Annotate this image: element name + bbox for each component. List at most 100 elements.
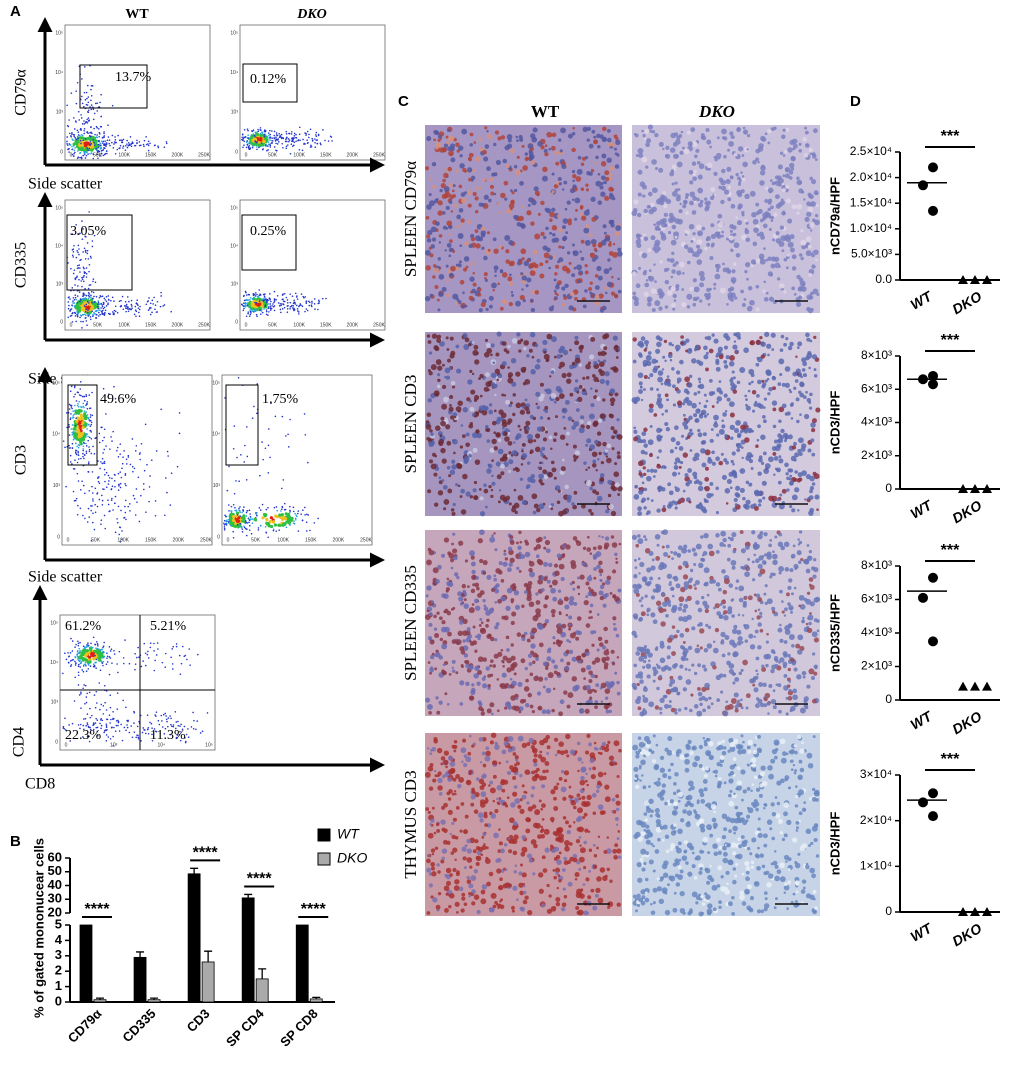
event-dot xyxy=(71,417,74,419)
event-dot xyxy=(267,472,270,474)
event-dot xyxy=(75,256,78,259)
cell-nucleus xyxy=(592,489,597,494)
event-dot xyxy=(98,682,101,684)
cell-nucleus xyxy=(429,253,434,258)
event-dot xyxy=(80,117,83,119)
cell-nucleus xyxy=(605,380,610,385)
cell-nucleus xyxy=(517,424,521,428)
cell-nucleus xyxy=(545,457,548,460)
event-dot xyxy=(76,404,79,407)
cell-nucleus xyxy=(490,488,494,492)
event-dot xyxy=(135,310,138,313)
event-dot xyxy=(88,740,91,743)
cell-nucleus xyxy=(511,199,515,204)
event-dot xyxy=(236,514,239,516)
event-dot xyxy=(240,516,245,520)
cell-nucleus xyxy=(744,227,748,231)
event-dot xyxy=(105,663,108,665)
event-dot xyxy=(83,412,87,416)
cell-nucleus xyxy=(715,268,720,273)
panel-label: C xyxy=(398,93,409,110)
event-dot xyxy=(89,716,92,719)
event-dot xyxy=(97,658,101,662)
cell-nucleus xyxy=(551,132,557,137)
cell-nucleus xyxy=(552,232,556,237)
event-dot xyxy=(77,131,80,134)
event-dot xyxy=(241,304,244,306)
event-dot xyxy=(264,526,267,528)
event-dot xyxy=(292,510,295,513)
cell-nucleus xyxy=(431,333,438,339)
cell-nucleus xyxy=(530,160,536,166)
event-dot xyxy=(84,137,87,140)
cell-nucleus xyxy=(451,511,456,516)
event-dot xyxy=(163,146,166,149)
cell-nucleus xyxy=(516,155,520,159)
event-dot xyxy=(295,514,297,516)
cell-nucleus xyxy=(593,360,598,366)
cell-nucleus xyxy=(463,256,470,262)
event-dot xyxy=(85,91,88,94)
event-dot xyxy=(93,142,95,144)
cell-nucleus xyxy=(571,169,576,174)
cell-nucleus xyxy=(591,451,598,458)
cell-nucleus xyxy=(486,231,490,235)
event-dot xyxy=(164,712,167,715)
event-dot xyxy=(147,726,150,729)
cell-nucleus xyxy=(585,480,592,486)
cell-nucleus xyxy=(566,372,572,378)
cell-nucleus xyxy=(430,432,434,437)
event-dot xyxy=(78,444,81,447)
event-dot xyxy=(259,293,261,295)
event-dot xyxy=(102,303,105,306)
cell-nucleus xyxy=(450,143,456,149)
event-dot xyxy=(245,534,248,537)
event-dot xyxy=(250,134,253,137)
cell-nucleus xyxy=(562,349,569,356)
cell-nucleus xyxy=(580,187,585,191)
event-dot xyxy=(102,651,104,654)
event-dot xyxy=(76,129,79,132)
cell-nucleus xyxy=(589,281,593,285)
event-dot xyxy=(138,308,141,311)
cell-nucleus xyxy=(802,137,808,142)
event-dot xyxy=(83,267,85,270)
event-dot xyxy=(249,136,254,140)
cell-nucleus xyxy=(654,239,661,246)
event-dot xyxy=(110,718,112,721)
cell-nucleus xyxy=(684,229,688,233)
cell-nucleus xyxy=(594,389,598,393)
event-dot xyxy=(92,157,95,160)
cell-nucleus xyxy=(588,354,595,360)
event-dot xyxy=(186,658,188,661)
event-dot xyxy=(97,309,99,312)
cell-nucleus xyxy=(657,246,661,251)
event-dot xyxy=(244,290,247,293)
histology-image xyxy=(632,125,820,313)
cell-nucleus xyxy=(446,269,451,274)
y-tick-label: 10⁴ xyxy=(230,243,238,249)
event-dot xyxy=(253,134,256,137)
event-dot xyxy=(78,647,81,650)
cell-nucleus xyxy=(721,128,727,135)
cell-nucleus xyxy=(502,497,508,503)
event-dot xyxy=(93,723,95,726)
event-dot xyxy=(282,479,285,481)
event-dot xyxy=(142,143,145,146)
cell-nucleus xyxy=(709,256,714,261)
event-dot xyxy=(75,643,77,646)
cell-nucleus xyxy=(553,237,560,243)
event-dot xyxy=(266,149,268,152)
event-dot xyxy=(148,500,150,503)
event-dot xyxy=(103,131,105,133)
cell-nucleus xyxy=(692,278,697,283)
event-dot xyxy=(258,289,261,291)
event-dot xyxy=(83,66,86,68)
cell-nucleus xyxy=(561,163,567,170)
cell-nucleus xyxy=(437,200,443,206)
cell-nucleus xyxy=(639,181,646,187)
event-dot xyxy=(298,304,301,307)
event-dot xyxy=(153,642,155,645)
cell-nucleus xyxy=(436,337,442,344)
